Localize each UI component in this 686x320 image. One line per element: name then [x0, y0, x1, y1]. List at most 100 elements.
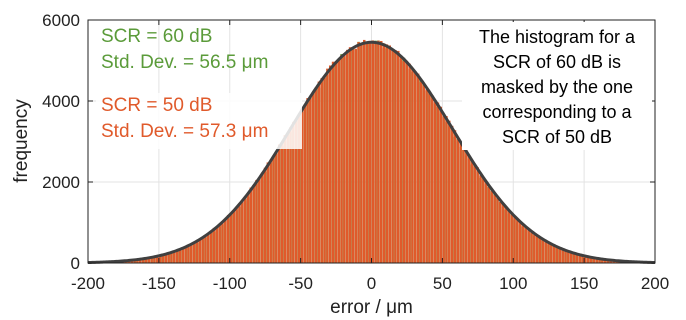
histogram-bar [161, 255, 165, 263]
histogram-bar [544, 240, 547, 263]
histogram-bar [141, 259, 145, 263]
histogram-bar [181, 247, 185, 263]
y-axis-ticks: 0 2000 4000 6000 [42, 11, 655, 273]
histogram-bar [374, 42, 377, 263]
note-line-3: masked by the one [481, 77, 633, 97]
histogram-bar [306, 98, 309, 263]
histogram-bar [260, 172, 264, 263]
histogram-bar [541, 239, 545, 263]
histogram-bar [382, 43, 386, 263]
histogram-bar [436, 102, 440, 263]
histogram-bar [286, 134, 289, 263]
histogram-bar [167, 253, 170, 263]
histogram-bar [150, 257, 153, 263]
histogram-bar [343, 54, 346, 264]
histogram-bar [467, 156, 471, 263]
histogram-bar [442, 115, 445, 263]
histogram-bar [175, 249, 179, 263]
histogram-bar [243, 198, 247, 263]
x-tick-label-2: -100 [213, 274, 247, 293]
histogram-bar [465, 149, 468, 263]
histogram-bar [476, 167, 479, 263]
histogram-bar [156, 256, 159, 263]
x-tick-label-1: -150 [142, 274, 176, 293]
histogram-bar [601, 258, 604, 263]
histogram-bar [294, 119, 298, 263]
histogram-bar [578, 255, 581, 263]
histogram-bar [246, 193, 250, 263]
histogram-bar [428, 91, 431, 264]
histogram-bar [136, 259, 139, 263]
histogram-bar [561, 248, 564, 263]
histogram-bar [388, 45, 391, 264]
histogram-bar [215, 227, 219, 263]
histogram-bar [399, 56, 403, 263]
histogram-bar [490, 190, 494, 263]
histogram-bar [397, 50, 400, 263]
note-line-4: corresponding to a [482, 102, 632, 122]
histogram-bar [564, 251, 567, 263]
histogram-bar [524, 227, 528, 263]
y-tick-label-0: 0 [71, 254, 80, 273]
histogram-bar [303, 105, 306, 263]
histogram-bar [139, 258, 142, 263]
histogram-bar [190, 243, 193, 263]
histogram-bar [422, 82, 426, 263]
histogram-bar [521, 225, 525, 263]
histogram-bar [459, 142, 462, 263]
histogram-bar [328, 65, 332, 263]
histogram-bar [204, 234, 207, 263]
histogram-bar [345, 49, 349, 264]
histogram-bar [212, 227, 216, 263]
histogram-bar [470, 159, 474, 263]
histogram-bar [272, 155, 275, 263]
histogram-bar [584, 256, 587, 263]
histogram-bar [277, 144, 281, 263]
histogram-bar [184, 247, 187, 263]
histogram-bar [479, 175, 482, 263]
histogram-bar [402, 61, 406, 263]
histogram-bars [88, 39, 655, 264]
histogram-bar [448, 120, 451, 263]
histogram-bar [569, 252, 573, 263]
legend-scr50-background [96, 93, 302, 149]
histogram-bar [153, 256, 156, 263]
histogram-bar [414, 72, 417, 263]
histogram-bar [484, 180, 488, 263]
histogram-bar [368, 41, 372, 263]
histogram-bar [482, 177, 485, 263]
histogram-bar [416, 73, 420, 263]
histogram-bar [249, 187, 253, 263]
histogram-bar [235, 206, 238, 263]
histogram-bar [229, 213, 233, 263]
histogram-bar [380, 41, 383, 263]
histogram-bar [501, 204, 505, 263]
histogram-bar [331, 61, 335, 264]
histogram-bar [408, 63, 411, 264]
legend-scr60-label: SCR = 60 dB [101, 26, 212, 47]
histogram-bar [581, 254, 584, 263]
histogram-bar [445, 116, 448, 263]
histogram-bar [516, 220, 519, 263]
histogram-bar [391, 48, 394, 263]
histogram-bar [269, 159, 272, 263]
histogram-bar [530, 231, 533, 263]
histogram-bar [280, 143, 284, 263]
histogram-bar [535, 236, 539, 263]
histogram-bar [218, 224, 221, 263]
histogram-bar [164, 254, 168, 263]
histogram-bar [394, 50, 397, 263]
histogram-bar [572, 253, 576, 263]
histogram-bar [224, 219, 227, 263]
histogram-bar [351, 49, 355, 263]
legend-scr50-label: SCR = 50 dB [101, 95, 212, 116]
histogram-bar [547, 242, 550, 263]
note-text: The histogram for a SCR of 60 dB is mask… [479, 27, 636, 147]
histogram-bar [130, 260, 134, 263]
histogram-bar [439, 106, 443, 263]
histogram-bar [567, 251, 570, 263]
histogram-bar [504, 206, 508, 263]
histogram-bar [289, 127, 292, 263]
histogram-bar [300, 111, 304, 264]
